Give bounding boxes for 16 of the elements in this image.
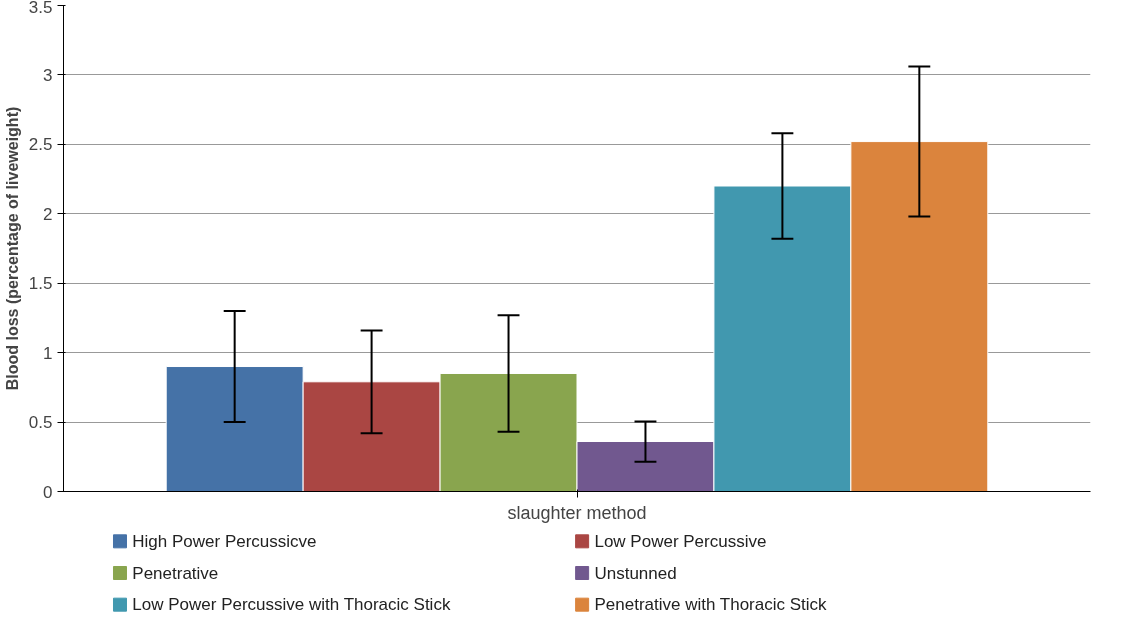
x-axis-title: slaughter method [507, 502, 647, 523]
y-tick-label: 1 [43, 343, 53, 363]
y-tick-label: 2.5 [28, 135, 53, 155]
y-tick-label: 0.5 [28, 413, 53, 433]
legend-label: Unstunned [594, 563, 677, 583]
y-tick-label: 2 [43, 204, 53, 224]
y-tick-label: 3.5 [28, 0, 53, 17]
legend-label: Low Power Percussive with Thoracic Stick [132, 595, 451, 615]
legend-label: Low Power Percussive [594, 531, 767, 551]
legend-label: Penetrative [132, 563, 219, 583]
legend-label: Penetrative with Thoracic Stick [594, 595, 828, 615]
y-tick-label: 0 [43, 482, 53, 502]
legend-label: High Power Percussicve [132, 531, 317, 551]
y-axis-title: Blood loss (percentage of liveweight) [3, 106, 21, 391]
y-tick-label: 1.5 [28, 274, 53, 294]
y-tick-label: 3 [43, 65, 53, 85]
